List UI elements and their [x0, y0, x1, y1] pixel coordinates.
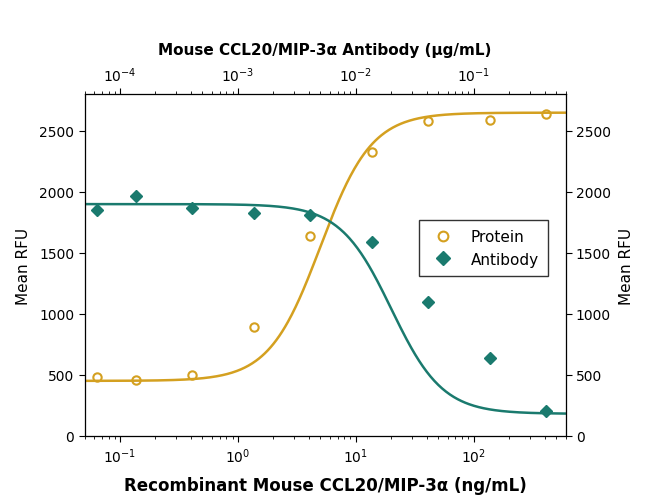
Y-axis label: Mean RFU: Mean RFU: [619, 227, 634, 304]
X-axis label: Mouse CCL20/MIP-3α Antibody (μg/mL): Mouse CCL20/MIP-3α Antibody (μg/mL): [159, 43, 491, 58]
X-axis label: Recombinant Mouse CCL20/MIP-3α (ng/mL): Recombinant Mouse CCL20/MIP-3α (ng/mL): [124, 476, 526, 494]
Legend: Protein, Antibody: Protein, Antibody: [419, 220, 548, 277]
Y-axis label: Mean RFU: Mean RFU: [16, 227, 31, 304]
